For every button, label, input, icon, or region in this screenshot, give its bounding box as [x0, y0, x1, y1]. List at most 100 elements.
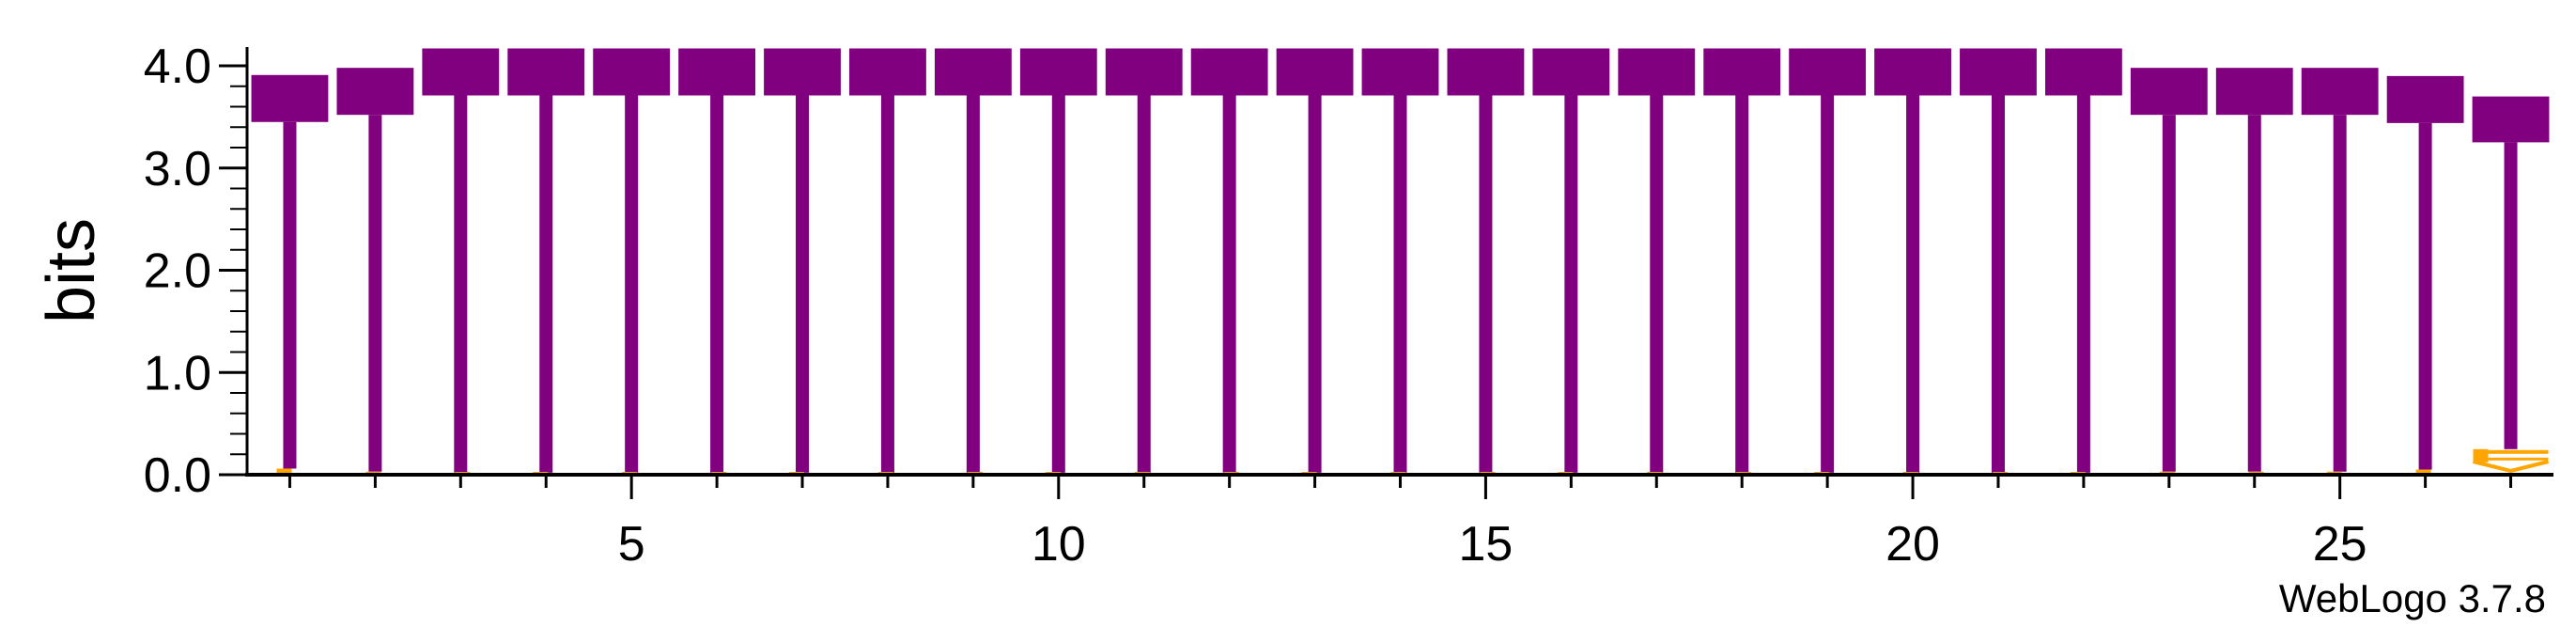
letter-t-crossbar — [1960, 48, 2037, 96]
minor-residue-stroke — [2488, 449, 2549, 454]
minor-residue — [2415, 469, 2431, 475]
letter-t-stem — [1564, 95, 1578, 473]
logo-column — [2215, 68, 2293, 472]
y-tick-label: 2.0 — [144, 244, 211, 299]
x-axis-ticks: 5 10 15 20 25 — [287, 475, 2513, 572]
letter-t-stem — [1393, 95, 1407, 473]
logo-column — [2301, 68, 2379, 472]
letter-t-stem — [710, 95, 724, 473]
letter-t-crossbar — [507, 48, 585, 96]
letter-t-stem — [625, 95, 639, 473]
letter-t-stem — [1821, 95, 1835, 473]
letter-t-stem — [966, 95, 980, 473]
minor-marks — [276, 448, 2550, 475]
y-axis-label: bits — [34, 218, 109, 323]
letter-t-crossbar — [1276, 48, 1354, 96]
x-tick-label: 15 — [1459, 517, 1513, 572]
letter-t-crossbar — [2044, 48, 2122, 96]
letter-t-crossbar — [2386, 75, 2464, 123]
logo-column — [2386, 75, 2464, 470]
y-tick-label: 0.0 — [144, 448, 211, 503]
letter-t-crossbar — [934, 48, 1012, 96]
x-tick-label: 25 — [2313, 517, 2367, 572]
letter-t-stem — [2247, 115, 2261, 472]
letter-t-stem — [2162, 115, 2176, 472]
x-tick-label: 20 — [1885, 517, 1940, 572]
x-tick-label: 10 — [1032, 517, 1086, 572]
logo-column — [1703, 48, 1781, 473]
letter-t-stem — [539, 95, 553, 473]
logo-column — [1960, 48, 2037, 473]
letter-t-crossbar — [2472, 96, 2550, 143]
logo-column — [507, 48, 585, 473]
letter-t-crossbar — [251, 74, 329, 122]
logo-column — [678, 48, 756, 473]
logo-columns — [251, 48, 2550, 473]
logo-column — [2044, 48, 2122, 473]
logo-column — [1019, 48, 1097, 473]
letter-t-stem — [1991, 95, 2005, 473]
letter-t-stem — [1735, 95, 1749, 473]
letter-t-crossbar — [764, 48, 841, 96]
letter-t-stem — [796, 95, 810, 473]
letter-t-stem — [880, 95, 894, 473]
logo-column — [1532, 48, 1610, 473]
minor-residue — [2473, 448, 2550, 474]
logo-column — [1618, 48, 1696, 473]
logo-column — [1361, 48, 1439, 473]
letter-t-stem — [368, 115, 382, 472]
logo-column — [849, 48, 926, 473]
y-axis-ticks: 0.0 1.0 2.0 3.0 4.0 — [144, 39, 247, 503]
letter-t-crossbar — [1447, 48, 1525, 96]
letter-t-stem — [283, 121, 297, 469]
letter-t-crossbar — [1874, 48, 1951, 96]
letter-t-stem — [1650, 95, 1664, 473]
logo-column — [1190, 48, 1268, 473]
minor-residue-stroke — [2488, 457, 2549, 461]
letter-t-crossbar — [1361, 48, 1439, 96]
logo-column — [422, 48, 500, 473]
logo-column — [764, 48, 841, 473]
letter-t-crossbar — [1703, 48, 1781, 96]
logo-column — [251, 74, 329, 469]
letter-t-crossbar — [849, 48, 926, 96]
letter-t-stem — [2418, 122, 2432, 470]
minor-residue-block — [2473, 448, 2489, 462]
logo-column — [934, 48, 1012, 473]
weblogo-version-label: WebLogo 3.7.8 — [2279, 576, 2546, 620]
letter-t-crossbar — [1532, 48, 1610, 96]
letter-t-stem — [2076, 95, 2090, 473]
letter-t-crossbar — [1789, 48, 1867, 96]
letter-t-crossbar — [2215, 68, 2293, 116]
letter-t-crossbar — [678, 48, 756, 96]
letter-t-crossbar — [422, 48, 500, 96]
logo-column — [1789, 48, 1867, 473]
y-tick-label: 1.0 — [144, 346, 211, 400]
y-tick-label: 4.0 — [144, 39, 211, 94]
letter-t-crossbar — [1019, 48, 1097, 96]
letter-t-stem — [1479, 95, 1493, 473]
logo-column — [2472, 96, 2550, 449]
logo-column — [336, 68, 414, 472]
letter-t-crossbar — [1618, 48, 1696, 96]
letter-t-crossbar — [336, 68, 414, 116]
letter-t-crossbar — [1105, 48, 1183, 96]
logo-column — [1874, 48, 1951, 473]
letter-t-crossbar — [2301, 68, 2379, 116]
logo-column — [2130, 68, 2208, 472]
minor-residue-chevron — [2473, 460, 2550, 474]
letter-t-stem — [1137, 95, 1151, 473]
logo-column — [1105, 48, 1183, 473]
letter-t-stem — [1308, 95, 1322, 473]
letter-t-crossbar — [593, 48, 671, 96]
letter-t-stem — [1222, 95, 1236, 473]
letter-t-crossbar — [1190, 48, 1268, 96]
logo-column — [1276, 48, 1354, 473]
logo-column — [593, 48, 671, 473]
letter-t-stem — [2504, 142, 2518, 449]
minor-residue — [276, 468, 292, 475]
letter-t-stem — [2333, 115, 2347, 472]
letter-t-stem — [1051, 95, 1065, 473]
logo-column — [1447, 48, 1525, 473]
